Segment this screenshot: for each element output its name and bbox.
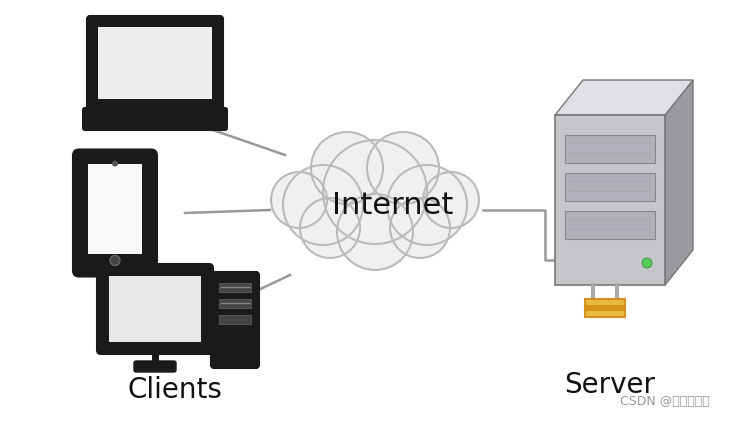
Bar bbox=[109, 276, 201, 342]
Bar bbox=[555, 115, 665, 285]
Circle shape bbox=[311, 132, 383, 204]
Text: Internet: Internet bbox=[333, 190, 454, 219]
Bar bbox=[565, 173, 655, 201]
Circle shape bbox=[387, 165, 467, 245]
Bar bbox=[565, 135, 655, 163]
FancyBboxPatch shape bbox=[87, 16, 223, 110]
Bar bbox=[219, 283, 251, 292]
FancyBboxPatch shape bbox=[73, 150, 157, 276]
Circle shape bbox=[271, 172, 327, 228]
Polygon shape bbox=[665, 80, 693, 285]
Bar bbox=[585, 299, 625, 317]
Bar bbox=[98, 27, 212, 99]
Circle shape bbox=[323, 140, 427, 244]
Text: Server: Server bbox=[564, 371, 655, 399]
Circle shape bbox=[423, 172, 479, 228]
Text: CSDN @四问四不知: CSDN @四问四不知 bbox=[620, 395, 710, 408]
FancyBboxPatch shape bbox=[134, 361, 176, 372]
Circle shape bbox=[110, 256, 120, 265]
Bar bbox=[565, 211, 655, 239]
Circle shape bbox=[390, 198, 450, 258]
FancyBboxPatch shape bbox=[83, 108, 227, 130]
Circle shape bbox=[367, 132, 439, 204]
FancyBboxPatch shape bbox=[211, 272, 259, 368]
Circle shape bbox=[112, 161, 118, 167]
Circle shape bbox=[300, 198, 360, 258]
Polygon shape bbox=[555, 80, 693, 115]
Circle shape bbox=[325, 150, 425, 250]
FancyBboxPatch shape bbox=[97, 264, 213, 354]
Bar bbox=[585, 305, 625, 311]
Circle shape bbox=[642, 258, 652, 268]
Bar bbox=[88, 164, 142, 254]
Bar bbox=[219, 299, 251, 308]
Text: Clients: Clients bbox=[128, 376, 222, 404]
Bar bbox=[219, 315, 251, 324]
Circle shape bbox=[337, 194, 413, 270]
Circle shape bbox=[283, 165, 363, 245]
